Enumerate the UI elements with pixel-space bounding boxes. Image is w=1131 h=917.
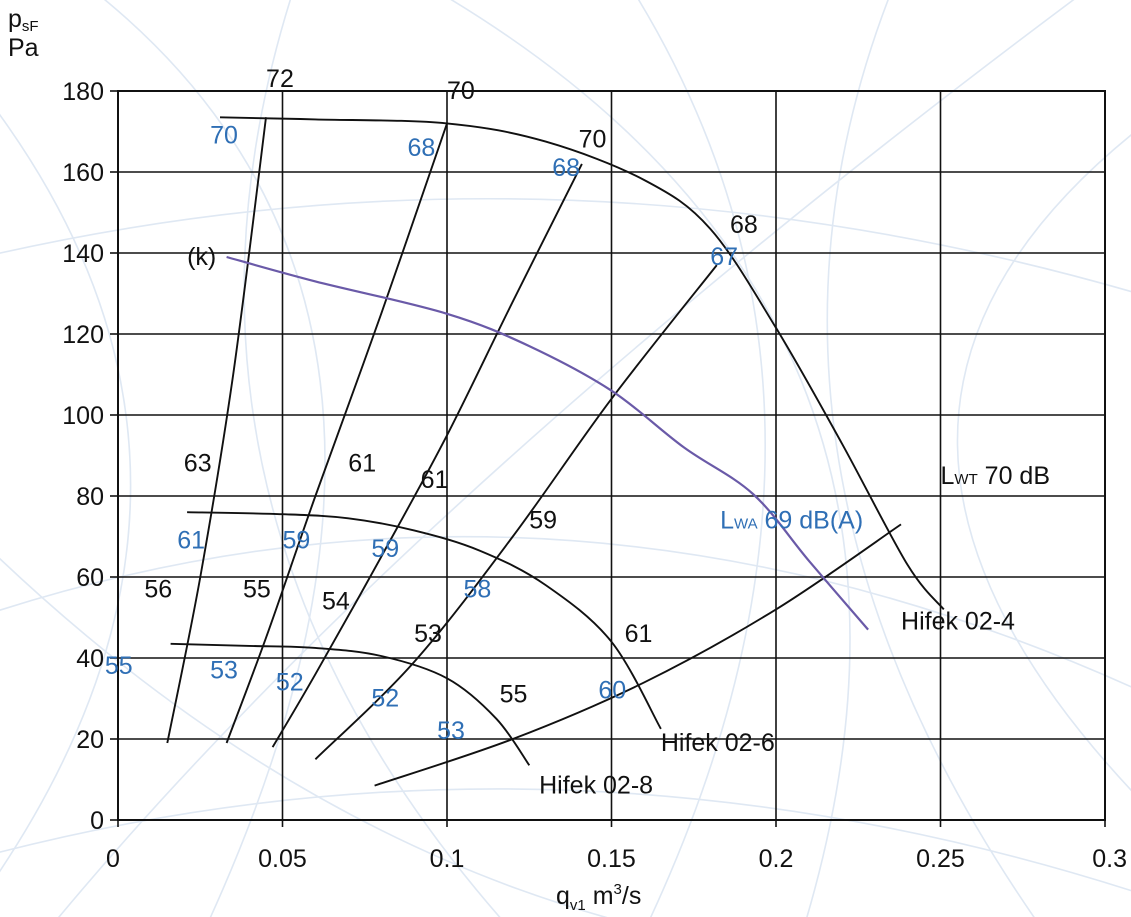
sound-level-label: 55 xyxy=(500,681,528,709)
sound-level-label: 63 xyxy=(184,450,212,478)
sound-level-label-blue: 68 xyxy=(408,134,436,162)
system-curve-4 xyxy=(374,523,902,787)
x-axis-label-sup: 3 xyxy=(614,881,622,898)
y-tick-label: 160 xyxy=(62,159,104,187)
sound-level-label-blue: 55 xyxy=(105,652,133,680)
sound-level-label-blue: 59 xyxy=(371,535,399,563)
watermark-arc-7 xyxy=(0,535,1131,688)
watermark-arc-11 xyxy=(0,557,608,917)
y-tick-label: 120 xyxy=(62,321,104,349)
lwa-label: LWA 69 dB(A) xyxy=(720,506,863,534)
watermark-arc-3 xyxy=(637,0,766,917)
watermark-arc-1 xyxy=(103,0,326,917)
watermark-arc-6 xyxy=(0,197,1131,293)
watermark-arc-9 xyxy=(450,0,851,917)
lwa-label-text: 69 dB(A) xyxy=(758,506,864,534)
system-curve-3 xyxy=(314,264,718,760)
sound-level-label: 59 xyxy=(529,506,557,534)
sound-level-label-blue: 67 xyxy=(710,243,738,271)
y-tick-label: 0 xyxy=(90,807,104,835)
x-axis-label: qv1 m3/s xyxy=(556,881,641,914)
sound-level-label: 61 xyxy=(421,466,449,494)
sound-level-label: 70 xyxy=(447,77,475,105)
lwa-curve xyxy=(226,255,869,631)
fan-curve-hifek-02-4 xyxy=(219,116,945,611)
x-axis-label-tail: /s xyxy=(622,882,641,910)
sound-level-label: 56 xyxy=(144,575,172,603)
system-curve-1 xyxy=(225,123,448,744)
y-tick-label: 140 xyxy=(62,240,104,268)
sound-level-label: 55 xyxy=(243,575,271,603)
sound-level-label: 53 xyxy=(414,620,442,648)
x-tick-label: 0.05 xyxy=(258,845,307,873)
sound-level-label-blue: 70 xyxy=(210,122,238,150)
sound-level-label-blue: 61 xyxy=(177,527,205,555)
curves xyxy=(166,116,945,787)
x-tick-label: 0.25 xyxy=(916,845,965,873)
sound-level-label-blue: 53 xyxy=(210,656,238,684)
x-tick-label: 0.2 xyxy=(759,845,794,873)
x-axis-label-sub: v1 xyxy=(570,897,586,914)
system-curve-2 xyxy=(271,163,583,748)
axes: 0 20 40 60 80 100 120 140 160 180 0 0.05 0.1 0.15 0.2 0… xyxy=(8,5,1127,914)
x-tick-label: 0.3 xyxy=(1092,845,1127,873)
sound-level-label-blue: 52 xyxy=(276,668,304,696)
watermark-arc-10 xyxy=(57,0,1075,917)
y-tick-label: 180 xyxy=(62,78,104,106)
x-tick-label: 0 xyxy=(106,845,120,873)
sound-level-label: 61 xyxy=(625,620,653,648)
grid xyxy=(117,90,1106,821)
watermark-arc-5 xyxy=(956,134,1131,792)
sound-level-label-blue: 59 xyxy=(283,527,311,555)
watermark-arc-0 xyxy=(0,113,132,873)
y-axis-unit: Pa xyxy=(8,34,39,62)
y-tick-label: 20 xyxy=(76,726,104,754)
lwa-label-sub: WA xyxy=(734,515,758,532)
x-tick-label: 0.15 xyxy=(587,845,636,873)
sound-level-label: 54 xyxy=(322,587,350,615)
sound-level-label-blue: 52 xyxy=(371,685,399,713)
sound-level-label-blue: 58 xyxy=(463,575,491,603)
lwt-label-text: 70 dB xyxy=(978,462,1050,490)
sound-level-label-blue: 60 xyxy=(598,677,626,705)
sound-level-label-blue: 53 xyxy=(437,717,465,745)
watermark-arc-2 xyxy=(243,0,501,917)
sound-level-label: 72 xyxy=(266,65,294,93)
fan-curve-hifek-02-8 xyxy=(170,642,531,766)
y-axis-label: psF xyxy=(8,5,39,35)
sound-level-label: 70 xyxy=(579,126,607,154)
watermark-arc-4 xyxy=(826,0,1035,917)
curve-label: Hifek 02-8 xyxy=(539,772,653,800)
y-tick-label: 40 xyxy=(76,645,104,673)
x-tick-label: 0.1 xyxy=(430,845,465,873)
y-tick-label: 80 xyxy=(76,483,104,511)
system-curve-0 xyxy=(166,117,267,744)
curve-label: Hifek 02-4 xyxy=(901,608,1015,636)
sound-level-label: 61 xyxy=(348,450,376,478)
y-tick-label: 100 xyxy=(62,402,104,430)
curve-label: Hifek 02-6 xyxy=(661,729,775,757)
sound-level-label-blue: 68 xyxy=(552,154,580,182)
y-tick-label: 60 xyxy=(76,564,104,592)
sound-level-label: 68 xyxy=(730,211,758,239)
lwt-label-sub: WT xyxy=(954,471,977,488)
y-axis-label-sub: sF xyxy=(22,18,39,35)
curve-label: (k) xyxy=(187,243,216,271)
fan-curve-hifek-02-6 xyxy=(187,511,662,730)
lwt-label: LWT 70 dB xyxy=(941,462,1051,490)
x-axis-label-unit: m xyxy=(586,882,614,910)
